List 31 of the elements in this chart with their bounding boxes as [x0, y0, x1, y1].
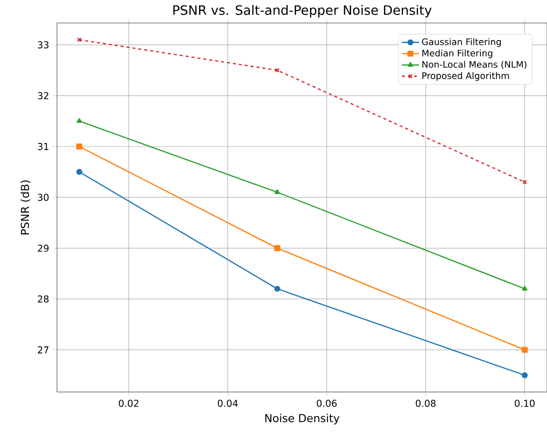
y-tick-label: 29 [38, 244, 49, 252]
point [76, 37, 82, 42]
y-tick-label: 32 [38, 92, 48, 100]
y-axis-title: PSNR (dB) [20, 180, 30, 234]
point [76, 118, 82, 123]
point [522, 372, 528, 378]
y-tick-label: 27 [38, 346, 48, 354]
point [274, 245, 280, 252]
y-tick-label: 33 [38, 41, 48, 48]
chart-title: PSNR vs. Salt-and-Pepper Noise Density [173, 4, 432, 18]
legend-label: Median Filtering [422, 50, 492, 58]
point [274, 189, 280, 194]
x-axis-title: Noise Density [265, 414, 340, 424]
x-tick-label: 0.08 [416, 400, 436, 407]
legend-label: Proposed Algorithm [422, 72, 509, 81]
point [274, 68, 280, 73]
point [522, 346, 528, 353]
x-tick-label: 0.10 [514, 400, 535, 407]
point [76, 144, 82, 150]
point [522, 286, 528, 291]
x-tick-label: 0.02 [118, 400, 138, 407]
point [274, 286, 280, 292]
point [76, 168, 82, 175]
legend-label: Non-Local Means (NLM) [422, 60, 526, 69]
y-tick-label: 30 [38, 194, 49, 201]
y-tick-label: 28 [38, 295, 49, 303]
x-tick-label: 0.04 [218, 400, 238, 407]
y-tick-label: 31 [38, 142, 48, 150]
x-tick-label: 0.06 [316, 400, 337, 407]
legend-label: Gaussian Filtering [422, 38, 501, 47]
point [522, 180, 528, 184]
